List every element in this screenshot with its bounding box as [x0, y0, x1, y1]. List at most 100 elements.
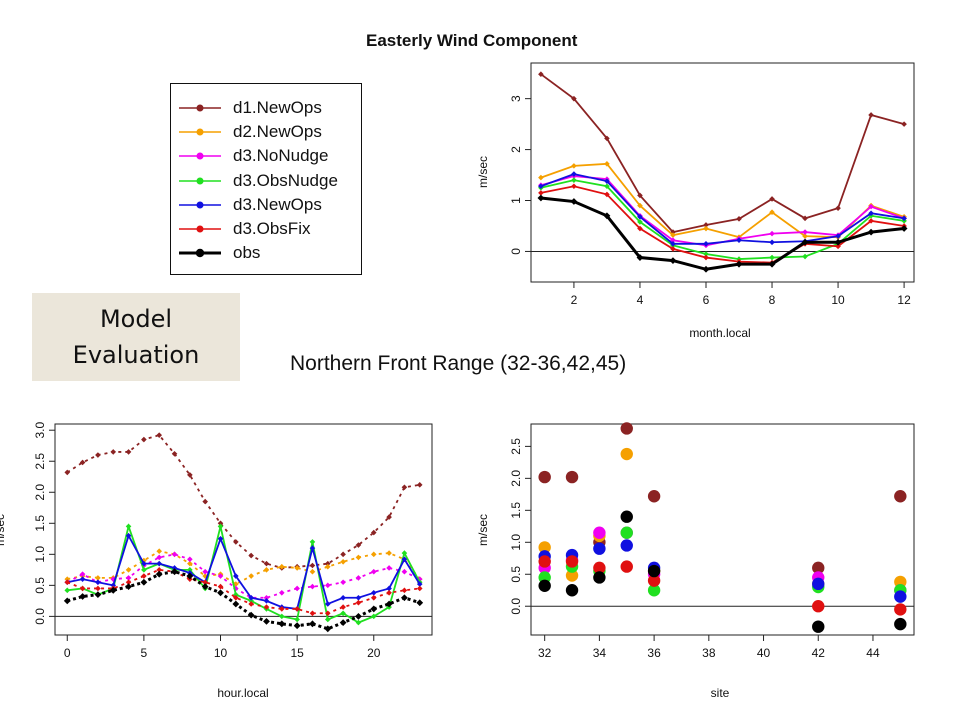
- hourly-point-d3-obsfix: [355, 599, 362, 606]
- monthly-point-d3-nonudge: [802, 229, 808, 235]
- hourly-point-obs: [201, 583, 209, 590]
- hourly-point-d3-nonudge: [171, 551, 178, 558]
- site-point-d3-obsfix: [894, 603, 907, 616]
- hourly-point-d2-newops: [355, 554, 362, 561]
- hourly-point-d2-newops: [324, 563, 331, 570]
- site-point-d3-obsfix: [620, 560, 633, 573]
- hourly-point-d3-nonudge: [217, 573, 224, 579]
- monthly-point-d2-newops: [604, 161, 610, 167]
- monthly-xtick-label: 2: [571, 293, 578, 307]
- hourly-point-obs: [79, 593, 86, 600]
- hourly-point-d3-newops: [171, 565, 178, 571]
- hourly-point-d3-obsnudge: [187, 567, 193, 573]
- hourly-point-d1-newops: [156, 432, 163, 438]
- site-point-d1-newops: [538, 470, 551, 484]
- hourly-plot-frame: [54, 423, 433, 636]
- monthly-point-d2-newops: [769, 209, 775, 216]
- monthly-point-obs: [867, 228, 875, 236]
- monthly-point-d3-nonudge: [868, 203, 874, 210]
- hourly-ytick-label: 0.0: [33, 608, 47, 625]
- legend-swatch: [177, 198, 223, 212]
- hourly-point-d3-obsfix: [340, 604, 346, 610]
- hourly-point-d3-newops: [248, 594, 254, 601]
- hourly-point-obs: [370, 605, 378, 613]
- legend-label: d3.ObsFix: [233, 219, 311, 238]
- hourly-point-d3-nonudge: [309, 583, 316, 590]
- hourly-point-d1-newops: [64, 469, 71, 476]
- monthly-point-obs: [801, 238, 809, 246]
- hourly-point-d2-newops: [125, 567, 132, 573]
- legend-swatch: [177, 101, 223, 115]
- monthly-point-d1-newops: [835, 205, 841, 211]
- hourly-point-d3-obsnudge: [217, 523, 224, 530]
- site-point-d3-obsfix: [593, 561, 606, 575]
- monthly-point-obs: [834, 238, 842, 246]
- hourly-point-d1-newops: [401, 484, 408, 491]
- hourly-point-d3-obsfix: [248, 601, 254, 607]
- monthly-ytick-label: 3: [509, 95, 523, 102]
- hourly-point-obs: [217, 589, 224, 597]
- monthly-xtick-label: 12: [897, 293, 911, 307]
- hourly-point-d3-obsfix: [401, 587, 408, 594]
- hourly-point-d1-newops: [370, 529, 377, 536]
- hourly-point-d3-obsfix: [279, 606, 285, 612]
- hourly-point-obs: [63, 597, 71, 605]
- monthly-point-obs: [603, 212, 611, 220]
- hourly-series-line-d2-newops: [67, 550, 421, 586]
- hourly-point-d3-nonudge: [263, 594, 270, 601]
- monthly-point-d3-obsfix: [670, 246, 676, 252]
- hourly-xtick-label: 0: [64, 646, 71, 660]
- monthly-point-d3-newops: [736, 237, 742, 244]
- hourly-point-d1-newops: [95, 452, 101, 458]
- hourly-series-line-d1-newops: [66, 434, 420, 569]
- site-xaxis-label: site: [711, 686, 730, 700]
- hourly-point-d2-newops: [279, 563, 285, 570]
- hourly-point-d1-newops: [309, 562, 316, 569]
- monthly-ytick-label: 1: [509, 197, 523, 204]
- site-point-d2-newops: [565, 569, 579, 582]
- monthly-point-d3-newops: [901, 215, 907, 222]
- monthly-point-d3-obsnudge: [703, 251, 709, 257]
- hourly-point-d3-obsfix: [309, 610, 316, 617]
- monthly-point-d3-obsfix: [571, 183, 577, 190]
- monthly-point-d1-newops: [769, 196, 775, 202]
- site-xtick-label: 32: [538, 646, 552, 660]
- hourly-point-d3-obsnudge: [279, 613, 285, 620]
- hourly-point-d3-newops: [386, 585, 392, 592]
- monthly-point-d2-newops: [670, 232, 676, 238]
- monthly-point-d1-newops: [604, 135, 610, 142]
- monthly-series-line-d3-newops: [540, 173, 905, 245]
- site-ytick-label: 2.0: [509, 470, 523, 487]
- hourly-point-d3-nonudge: [355, 575, 362, 581]
- hourly-point-d2-newops: [340, 558, 346, 565]
- monthly-xtick-label: 8: [769, 293, 776, 307]
- site-xtick-label: 36: [647, 646, 661, 660]
- hourly-point-d3-obsfix: [217, 583, 224, 590]
- legend-swatch: [177, 149, 223, 163]
- site-yaxis-label: m/sec: [476, 514, 490, 546]
- hourly-point-d3-obsfix: [95, 585, 101, 592]
- hourly-xtick-label: 5: [141, 646, 148, 660]
- hourly-point-d3-obsnudge: [64, 587, 71, 594]
- hourly-point-d3-newops: [95, 579, 101, 586]
- monthly-point-d3-nonudge: [769, 230, 775, 237]
- monthly-point-d3-obsfix: [637, 225, 643, 232]
- hourly-point-d3-nonudge: [202, 568, 208, 575]
- site-point-d1-newops: [620, 422, 633, 435]
- hourly-ytick-label: 2.5: [33, 453, 47, 470]
- hourly-point-obs: [109, 586, 117, 594]
- hourly-xaxis-label: hour.local: [217, 686, 268, 700]
- monthly-point-d1-newops: [670, 229, 676, 235]
- hourly-point-d3-nonudge: [386, 565, 392, 571]
- monthly-point-d3-obsnudge: [637, 219, 643, 225]
- hourly-point-d3-newops: [125, 532, 132, 539]
- figure-subtitle: Northern Front Range (32-36,42,45): [290, 352, 627, 375]
- monthly-point-d3-newops: [835, 233, 841, 239]
- hourly-point-obs: [324, 625, 332, 633]
- hourly-point-d3-nonudge: [279, 590, 285, 596]
- site-point-d3-nonudge: [593, 526, 606, 539]
- hourly-point-d2-newops: [187, 560, 193, 567]
- monthly-point-obs: [537, 194, 545, 202]
- hourly-point-d3-obsfix: [263, 604, 270, 610]
